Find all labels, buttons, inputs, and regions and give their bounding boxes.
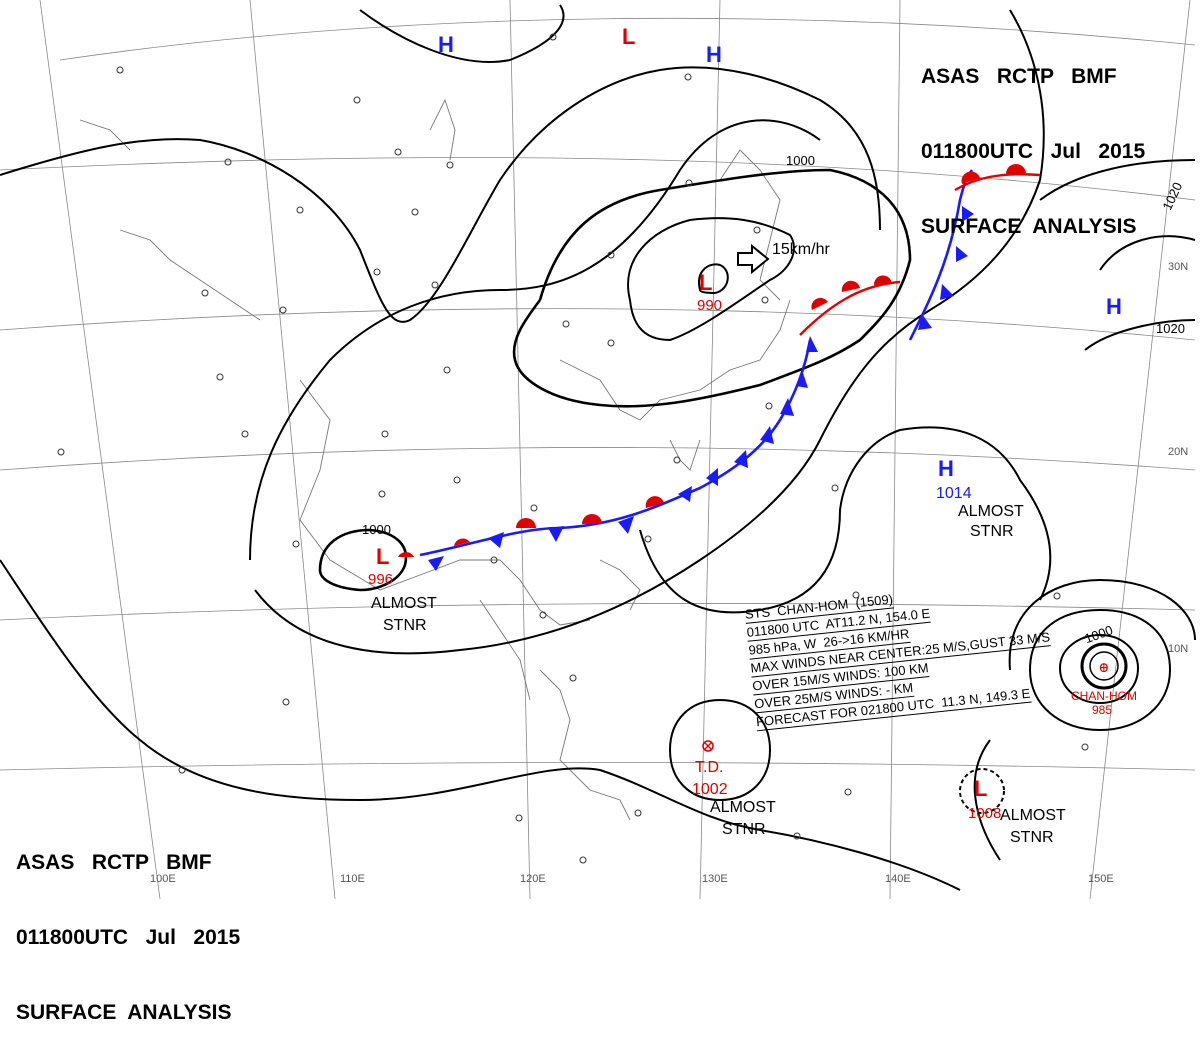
header-bottom-line1: ASAS RCTP BMF bbox=[16, 851, 212, 874]
td-name: T.D. bbox=[695, 759, 723, 776]
lon-label-130e: 130E bbox=[702, 873, 728, 885]
cold-front bbox=[419, 169, 974, 571]
header-top-line1: ASAS RCTP BMF bbox=[921, 65, 1117, 88]
header-bottom-line2: 011800UTC Jul 2015 bbox=[16, 926, 241, 949]
header-bottom-line3: SURFACE ANALYSIS bbox=[16, 1001, 232, 1024]
stnr-label: STNR bbox=[1010, 829, 1054, 846]
low-pressure-3-symbol: L bbox=[376, 544, 389, 569]
typhoon-value: 985 bbox=[1092, 703, 1112, 717]
isobar-label-1000-north: 1000 bbox=[786, 153, 815, 168]
typhoon-symbol-icon: ꚛ bbox=[1099, 659, 1109, 676]
weather-map: 15km/hr H H L L 990 L 996 H 1014 H L 100… bbox=[0, 0, 1196, 899]
lat-label-10n: 10N bbox=[1168, 643, 1188, 655]
low-pressure-2-symbol: L bbox=[699, 270, 712, 295]
pressure-systems: H H L L 990 L 996 H 1014 H L 1008 bbox=[368, 24, 1122, 822]
low-pressure-2-value: 990 bbox=[697, 297, 722, 314]
stnr-label: STNR bbox=[970, 523, 1014, 540]
warm-front bbox=[398, 164, 1041, 557]
tropical-depression: T.D. 1002 bbox=[692, 740, 728, 798]
motion-arrow: 15km/hr bbox=[737, 241, 830, 275]
low-pressure-3-value: 996 bbox=[368, 571, 393, 588]
header-top-line3: SURFACE ANALYSIS bbox=[921, 215, 1137, 238]
td-1008-ring bbox=[959, 768, 1005, 814]
high-pressure-3-symbol: H bbox=[938, 456, 954, 481]
almost-label: ALMOST bbox=[958, 503, 1024, 520]
lon-label-120e: 120E bbox=[520, 873, 546, 885]
lon-label-100e: 100E bbox=[150, 873, 176, 885]
isobar-label-1020-east: 1020 bbox=[1159, 180, 1185, 213]
header-top-line2: 011800UTC Jul 2015 bbox=[921, 140, 1146, 163]
isobar-label-1000-west: 1000 bbox=[362, 522, 391, 537]
stnr-label: STNR bbox=[383, 617, 427, 634]
lat-label-30n: 30N bbox=[1168, 261, 1188, 273]
low-pressure-4-symbol: L bbox=[974, 776, 987, 801]
low-pressure-4-value: 1008 bbox=[968, 805, 1001, 822]
motion-label: 15km/hr bbox=[772, 241, 830, 258]
stnr-label: STNR bbox=[722, 821, 766, 838]
isobar-label-1000-typhoon: 1000 bbox=[1082, 622, 1114, 646]
station-plots bbox=[57, 33, 1089, 864]
header-bottom: ASAS RCTP BMF 011800UTC Jul 2015 SURFACE… bbox=[16, 800, 240, 1050]
isobar-label-1020-south: 1020 bbox=[1156, 321, 1185, 336]
lat-label-20n: 20N bbox=[1168, 446, 1188, 458]
lon-label-150e: 150E bbox=[1088, 873, 1114, 885]
high-pressure-1-symbol: H bbox=[438, 32, 454, 57]
td-value: 1002 bbox=[692, 781, 728, 798]
coastlines bbox=[79, 98, 791, 821]
low-pressure-1-symbol: L bbox=[622, 24, 635, 49]
lon-label-140e: 140E bbox=[885, 873, 911, 885]
almost-label: ALMOST bbox=[371, 595, 437, 612]
td-symbol-icon bbox=[702, 740, 714, 752]
grid-labels: 100E 110E 120E 130E 140E 150E 30N 20N 10… bbox=[150, 261, 1188, 885]
typhoon: ꚛ CHAN-HOM 985 bbox=[1071, 659, 1137, 717]
header-top: ASAS RCTP BMF 011800UTC Jul 2015 SURFACE… bbox=[921, 14, 1145, 264]
high-pressure-4-symbol: H bbox=[1106, 294, 1122, 319]
inner-typhoon-rings bbox=[1080, 642, 1128, 690]
almost-label: ALMOST bbox=[710, 799, 776, 816]
typhoon-name: CHAN-HOM bbox=[1071, 689, 1137, 703]
high-pressure-2-symbol: H bbox=[706, 42, 722, 67]
high-pressure-3-value: 1014 bbox=[936, 485, 972, 502]
isobars bbox=[0, 4, 1196, 891]
almost-label: ALMOST bbox=[1000, 807, 1066, 824]
stationary-notes: ALMOST STNR ALMOST STNR ALMOST STNR ALMO… bbox=[371, 503, 1066, 846]
lon-label-110e: 110E bbox=[340, 873, 365, 885]
